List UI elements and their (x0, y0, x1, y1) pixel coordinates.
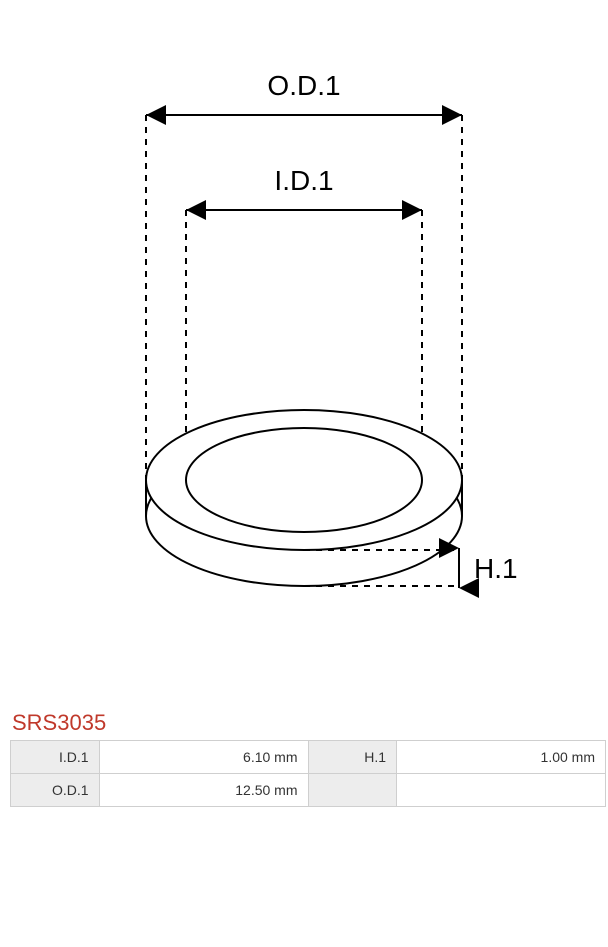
dimensions-table: I.D.1 6.10 mm H.1 1.00 mm O.D.1 12.50 mm (10, 740, 606, 807)
dim-label-empty (308, 774, 397, 807)
ring-inner (186, 428, 422, 532)
ring-diagram-svg: O.D.1 I.D.1 (64, 40, 544, 680)
table-row: O.D.1 12.50 mm (11, 774, 606, 807)
diagram-container: O.D.1 I.D.1 (0, 40, 608, 680)
od-label: O.D.1 (267, 70, 340, 101)
id-label: I.D.1 (274, 165, 333, 196)
dim-value: 1.00 mm (397, 741, 606, 774)
dim-value-empty (397, 774, 606, 807)
page: O.D.1 I.D.1 (0, 40, 608, 807)
dim-label: I.D.1 (11, 741, 100, 774)
dim-value: 6.10 mm (99, 741, 308, 774)
dim-label: O.D.1 (11, 774, 100, 807)
table-row: I.D.1 6.10 mm H.1 1.00 mm (11, 741, 606, 774)
h-label: H.1 (474, 553, 518, 584)
dim-label: H.1 (308, 741, 397, 774)
part-code: SRS3035 (0, 710, 608, 740)
dim-value: 12.50 mm (99, 774, 308, 807)
